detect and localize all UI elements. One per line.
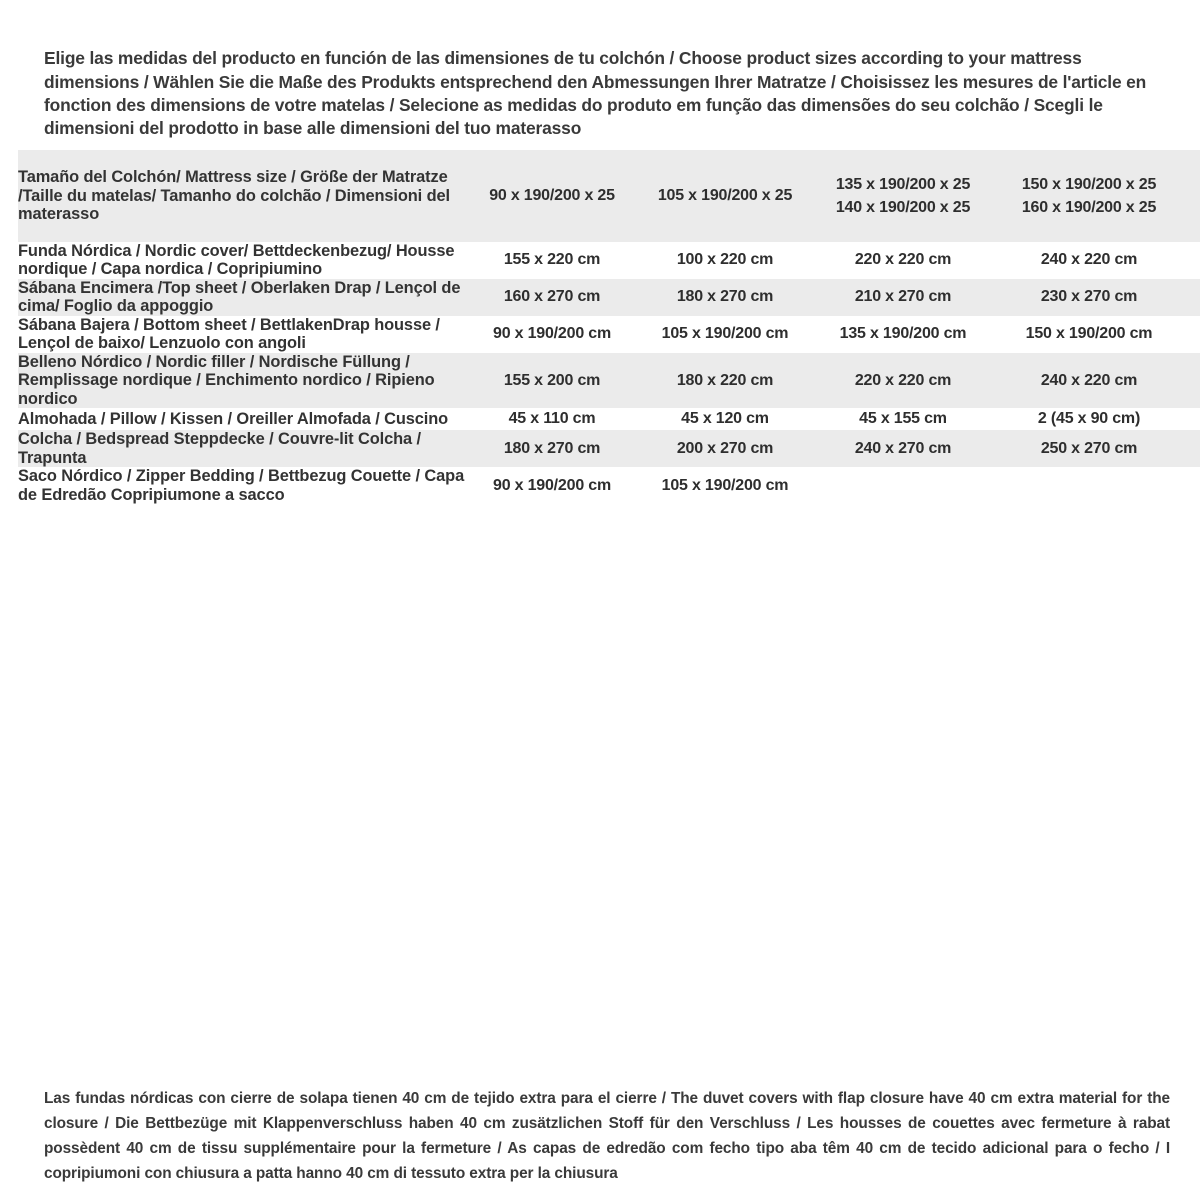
cell-bedspread-3: 240 x 270 cm (816, 429, 990, 468)
cell-top-sheet-4: 230 x 270 cm (990, 278, 1188, 316)
header-col-4-line-1: 150 x 190/200 x 25 (1021, 175, 1157, 193)
row-label-nordic-cover: Funda Nórdica / Nordic cover/ Bettdecken… (18, 241, 470, 279)
cell-pillow-2: 45 x 120 cm (634, 408, 816, 430)
size-table-container: Tamaño del Colchón/ Mattress size / Größ… (18, 150, 1200, 505)
cell-zipper-bedding-1: 90 x 190/200 cm (470, 467, 634, 505)
cell-bedspread-4: 250 x 270 cm (990, 429, 1188, 468)
cell-pillow-3: 45 x 155 cm (816, 408, 990, 430)
header-col-4: 150 x 190/200 x 25 160 x 190/200 x 25 (990, 150, 1188, 242)
header-col-2: 105 x 190/200 x 25 (634, 150, 816, 242)
cell-nordic-cover-1: 155 x 220 cm (470, 241, 634, 279)
table-row: Sábana Bajera / Bottom sheet / Bettlaken… (18, 315, 1200, 353)
cell-nordic-filler-2: 180 x 220 cm (634, 352, 816, 409)
footnote-paragraph: Las fundas nórdicas con cierre de solapa… (44, 1090, 1170, 1183)
header-col-1: 90 x 190/200 x 25 (470, 150, 634, 242)
cell-bedspread-2: 200 x 270 cm (634, 429, 816, 468)
table-row: Belleno Nórdico / Nordic filler / Nordis… (18, 352, 1200, 409)
cell-nordic-filler-1: 155 x 200 cm (470, 352, 634, 409)
table-row: Colcha / Bedspread Steppdecke / Couvre-l… (18, 429, 1200, 468)
table-row: Sábana Encimera /Top sheet / Oberlaken D… (18, 278, 1200, 316)
cell-nordic-cover-5: 260 x 220 cm (1188, 241, 1200, 279)
cell-nordic-cover-3: 220 x 220 cm (816, 241, 990, 279)
row-label-bedspread: Colcha / Bedspread Steppdecke / Couvre-l… (18, 429, 470, 468)
cell-bottom-sheet-2: 105 x 190/200 cm (634, 315, 816, 353)
header-col-5: 180 x 190/200 x 25 (1188, 150, 1200, 242)
cell-nordic-cover-4: 240 x 220 cm (990, 241, 1188, 279)
table-body: Tamaño del Colchón/ Mattress size / Größ… (18, 150, 1200, 505)
table-row: Almohada / Pillow / Kissen / Oreiller Al… (18, 408, 1200, 430)
cell-top-sheet-1: 160 x 270 cm (470, 278, 634, 316)
header-col-4-line-2: 160 x 190/200 x 25 (1021, 198, 1157, 216)
table-row: Saco Nórdico / Zipper Bedding / Bettbezu… (18, 467, 1200, 505)
cell-bottom-sheet-5: 180 x 190/200 cm (1188, 315, 1200, 353)
cell-top-sheet-5: 260 x 270 cm (1188, 278, 1200, 316)
cell-bottom-sheet-4: 150 x 190/200 cm (990, 315, 1188, 353)
table-row: Funda Nórdica / Nordic cover/ Bettdecken… (18, 241, 1200, 279)
cell-bottom-sheet-3: 135 x 190/200 cm (816, 315, 990, 353)
cell-zipper-bedding-3 (816, 467, 990, 505)
cell-pillow-1: 45 x 110 cm (470, 408, 634, 430)
cell-bedspread-1: 180 x 270 cm (470, 429, 634, 468)
cell-nordic-filler-4: 240 x 220 cm (990, 352, 1188, 409)
row-label-top-sheet: Sábana Encimera /Top sheet / Oberlaken D… (18, 278, 470, 316)
header-col-3-line-1: 135 x 190/200 x 25 (835, 175, 971, 193)
cell-pillow-5: 2 (45 x 110 cm) (1188, 408, 1200, 430)
cell-zipper-bedding-5 (1188, 467, 1200, 505)
cell-pillow-4: 2 (45 x 90 cm) (990, 408, 1188, 430)
mattress-size-table: Tamaño del Colchón/ Mattress size / Größ… (18, 150, 1200, 505)
row-label-nordic-filler: Belleno Nórdico / Nordic filler / Nordis… (18, 352, 470, 409)
row-label-bottom-sheet: Sábana Bajera / Bottom sheet / Bettlaken… (18, 315, 470, 353)
cell-nordic-filler-3: 220 x 220 cm (816, 352, 990, 409)
cell-nordic-filler-5: 260 x 220 cm (1188, 352, 1200, 409)
table-header-row: Tamaño del Colchón/ Mattress size / Größ… (18, 150, 1200, 242)
row-label-zipper-bedding: Saco Nórdico / Zipper Bedding / Bettbezu… (18, 467, 470, 505)
cell-top-sheet-2: 180 x 270 cm (634, 278, 816, 316)
header-col-3: 135 x 190/200 x 25 140 x 190/200 x 25 (816, 150, 990, 242)
cell-bottom-sheet-1: 90 x 190/200 cm (470, 315, 634, 353)
intro-paragraph: Elige las medidas del producto en funció… (44, 48, 1147, 138)
cell-nordic-cover-2: 100 x 220 cm (634, 241, 816, 279)
cell-zipper-bedding-2: 105 x 190/200 cm (634, 467, 816, 505)
cell-top-sheet-3: 210 x 270 cm (816, 278, 990, 316)
cell-bedspread-5: 270 x 270 cm (1188, 429, 1200, 468)
row-label-pillow: Almohada / Pillow / Kissen / Oreiller Al… (18, 408, 470, 430)
header-label-mattress-size: Tamaño del Colchón/ Mattress size / Größ… (18, 150, 470, 242)
header-col-3-line-2: 140 x 190/200 x 25 (835, 198, 971, 216)
cell-zipper-bedding-4 (990, 467, 1188, 505)
